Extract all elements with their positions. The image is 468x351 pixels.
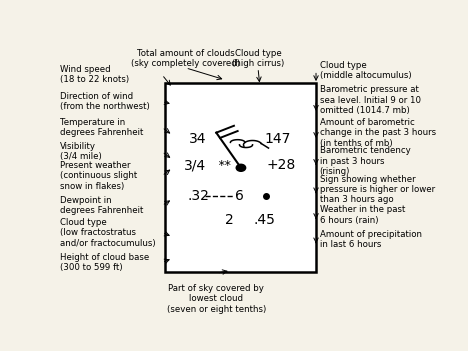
Text: Temperature in
degrees Fahrenheit: Temperature in degrees Fahrenheit bbox=[60, 118, 144, 137]
Text: Dewpoint in
degrees Fahrenheit: Dewpoint in degrees Fahrenheit bbox=[60, 196, 144, 215]
Text: 147: 147 bbox=[265, 132, 291, 146]
Text: Barometric pressure at
sea level. Initial 9 or 10
omitted (1014.7 mb): Barometric pressure at sea level. Initia… bbox=[320, 85, 421, 115]
Text: Barometric tendency
in past 3 hours
(rising): Barometric tendency in past 3 hours (ris… bbox=[320, 146, 410, 176]
Text: 3/4: 3/4 bbox=[183, 158, 205, 172]
Text: 2: 2 bbox=[225, 213, 234, 227]
Text: Sign showing whether
pressure is higher or lower
than 3 hours ago: Sign showing whether pressure is higher … bbox=[320, 174, 435, 204]
Text: Amount of precipitation
in last 6 hours: Amount of precipitation in last 6 hours bbox=[320, 230, 422, 249]
Text: Cloud type
(low fractostratus
and/or fractocumulus): Cloud type (low fractostratus and/or fra… bbox=[60, 218, 156, 247]
Text: Cloud type
(middle altocumulus): Cloud type (middle altocumulus) bbox=[320, 61, 411, 80]
Text: Amount of barometric
change in the past 3 hours
(in tenths of mb): Amount of barometric change in the past … bbox=[320, 118, 436, 147]
Text: Weather in the past
6 hours (rain): Weather in the past 6 hours (rain) bbox=[320, 205, 405, 225]
Text: .32: .32 bbox=[187, 189, 209, 203]
Text: *: * bbox=[217, 159, 224, 172]
Text: 6: 6 bbox=[234, 189, 243, 203]
Circle shape bbox=[236, 164, 246, 171]
Text: Height of cloud base
(300 to 599 ft): Height of cloud base (300 to 599 ft) bbox=[60, 253, 150, 272]
Text: Present weather
(continuous slight
snow in flakes): Present weather (continuous slight snow … bbox=[60, 161, 138, 191]
Bar bbox=[166, 83, 316, 272]
Text: +28: +28 bbox=[267, 158, 296, 172]
Text: Visibility
(3/4 mile): Visibility (3/4 mile) bbox=[60, 142, 102, 161]
Text: Cloud type
(high cirrus): Cloud type (high cirrus) bbox=[232, 49, 284, 68]
Text: *: * bbox=[223, 159, 231, 172]
Text: .45: .45 bbox=[254, 213, 276, 227]
Text: Part of sky covered by
lowest cloud
(seven or eight tenths): Part of sky covered by lowest cloud (sev… bbox=[167, 284, 266, 314]
Text: 34: 34 bbox=[190, 132, 207, 146]
Text: Total amount of clouds
(sky completely covered): Total amount of clouds (sky completely c… bbox=[131, 49, 240, 68]
Text: Direction of wind
(from the northwest): Direction of wind (from the northwest) bbox=[60, 92, 150, 111]
Text: Wind speed
(18 to 22 knots): Wind speed (18 to 22 knots) bbox=[60, 65, 130, 84]
